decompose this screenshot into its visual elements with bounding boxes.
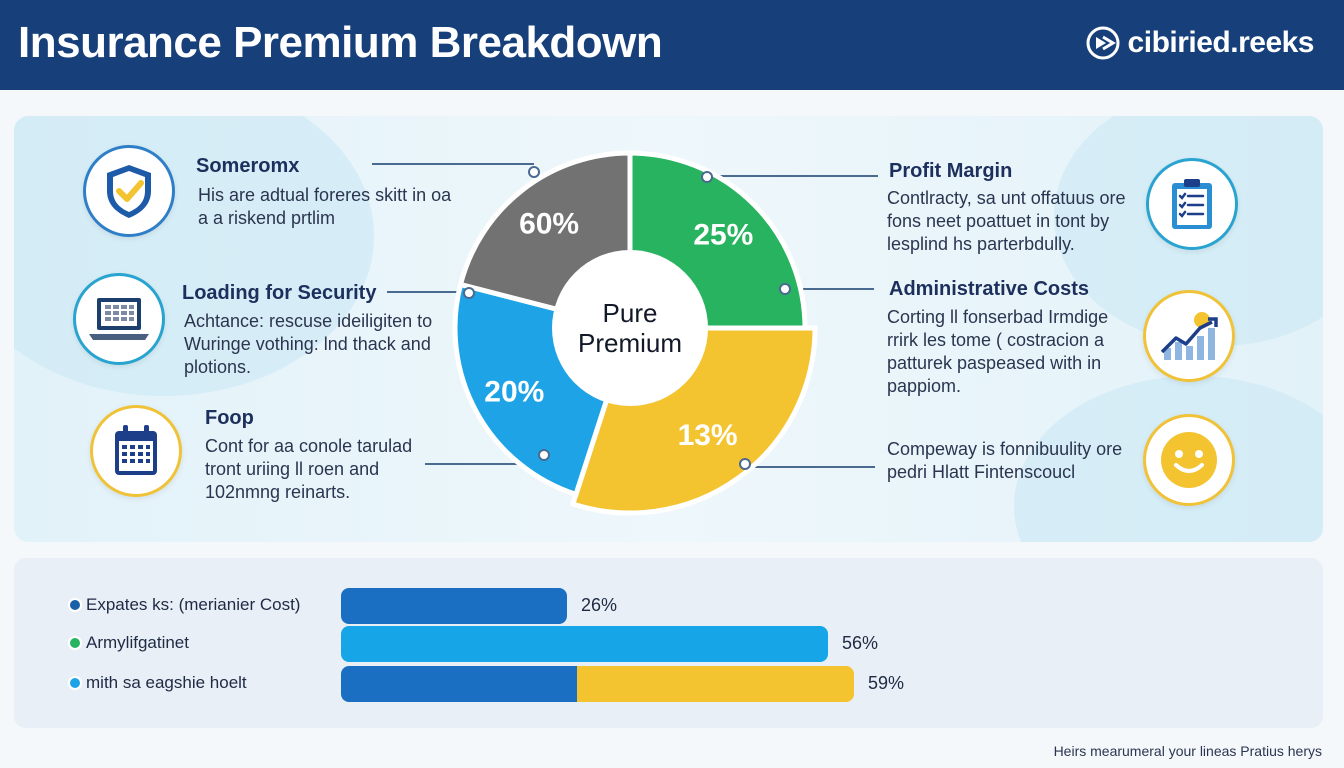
bar-category: Armylifgatinet bbox=[86, 633, 189, 652]
connector-dot bbox=[739, 458, 751, 470]
right-item-desc-2: Corting ll fonserbad Irmdige rrirk les t… bbox=[887, 307, 1109, 396]
smiley-icon bbox=[1143, 414, 1235, 506]
connector-line bbox=[786, 288, 874, 290]
pie-slice-label: 20% bbox=[484, 376, 544, 409]
connector-line bbox=[745, 466, 875, 468]
bar-row: Armylifgatinet 56% bbox=[14, 626, 1323, 662]
pie-center-label: Pure bbox=[603, 298, 658, 328]
connector-dot bbox=[528, 166, 540, 178]
brand-logo-icon bbox=[1086, 26, 1120, 60]
connector-line bbox=[708, 175, 878, 177]
connector-dot bbox=[538, 449, 550, 461]
left-item-title-1: Someromx bbox=[196, 155, 300, 177]
connector-line bbox=[425, 463, 545, 465]
calendar-icon bbox=[90, 405, 182, 497]
bar-track bbox=[341, 626, 828, 662]
bar-label: Armylifgatinet bbox=[68, 633, 189, 653]
connector-line bbox=[387, 291, 469, 293]
bar-fill bbox=[341, 666, 854, 702]
bar-chart-panel: Expates ks: (merianier Cost) 26% Armylif… bbox=[14, 558, 1323, 728]
pie-slice-label: 25% bbox=[693, 219, 753, 252]
bar-category: mith sa eagshie hoelt bbox=[86, 673, 247, 692]
bar-fill bbox=[341, 588, 567, 624]
legend-dot bbox=[68, 636, 82, 650]
bar-label: Expates ks: (merianier Cost) bbox=[68, 595, 300, 615]
left-item-desc-2: Achtance: rescuse ideiligiten to Wuringe… bbox=[184, 311, 433, 377]
left-item-title-2: Loading for Security bbox=[182, 282, 377, 304]
right-item-title-1: Profit Margin bbox=[889, 160, 1013, 182]
connector-dot bbox=[463, 287, 475, 299]
left-item-title-3: Foop bbox=[205, 407, 254, 429]
bar-category: Expates ks: (merianier Cost) bbox=[86, 595, 301, 614]
right-item-desc-3: Compeway is fonnibuulity ore pedri Hlatt… bbox=[887, 439, 1123, 482]
brand[interactable]: cibiried.reeks bbox=[1086, 26, 1315, 60]
bar-row: mith sa eagshie hoelt 59% bbox=[14, 666, 1323, 702]
shield-check-icon bbox=[83, 145, 175, 237]
left-item-desc-1: His are adtual foreres skitt in oa a a r… bbox=[198, 185, 452, 228]
legend-dot bbox=[68, 676, 82, 690]
bar-fill bbox=[341, 626, 828, 662]
bar-value-label: 56% bbox=[842, 633, 879, 653]
bar-value-label: 26% bbox=[581, 595, 618, 615]
bar-label: mith sa eagshie hoelt bbox=[68, 673, 247, 693]
header-bar: Insurance Premium Breakdown cibiried.ree… bbox=[0, 0, 1344, 90]
page-title: Insurance Premium Breakdown bbox=[18, 18, 663, 67]
right-item-title-2: Administrative Costs bbox=[889, 278, 1090, 300]
legend-dot bbox=[68, 598, 82, 612]
footer-note: Heirs mearumeral your lineas Pratius her… bbox=[1053, 743, 1322, 759]
left-item-desc-3: Cont for aa conole tarulad tront uriing … bbox=[205, 436, 413, 502]
bar-track bbox=[341, 588, 567, 624]
connector-line bbox=[372, 163, 534, 165]
right-item-desc-1: Contlracty, sa unt offatuus ore fons nee… bbox=[887, 188, 1126, 254]
pie-center-hole bbox=[552, 250, 708, 406]
brand-name: cibiried.reeks bbox=[1127, 26, 1315, 59]
pie-center-label: Premium bbox=[578, 328, 682, 358]
clipboard-icon bbox=[1146, 158, 1238, 250]
bar-row: Expates ks: (merianier Cost) 26% bbox=[14, 588, 1323, 624]
pie-slice-label: 13% bbox=[678, 419, 738, 452]
pie-slice-label: 60% bbox=[519, 208, 579, 241]
connector-dot bbox=[701, 171, 713, 183]
bar-track bbox=[341, 666, 854, 702]
laptop-icon bbox=[73, 273, 165, 365]
growth-chart-icon bbox=[1143, 290, 1235, 382]
bar-value-label: 59% bbox=[868, 673, 905, 693]
connector-dot bbox=[779, 283, 791, 295]
